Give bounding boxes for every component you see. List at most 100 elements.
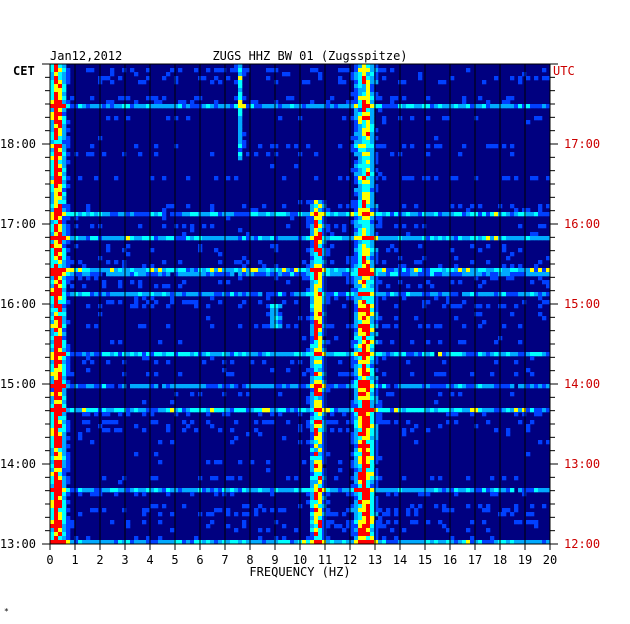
heat-cell bbox=[206, 384, 211, 389]
heat-cell bbox=[270, 492, 275, 497]
heat-cell bbox=[370, 228, 375, 233]
heat-cell bbox=[458, 272, 463, 277]
heat-cell bbox=[62, 184, 67, 189]
heat-cell bbox=[246, 104, 251, 109]
heat-cell bbox=[50, 432, 55, 437]
heat-cell bbox=[126, 252, 131, 257]
heat-cell bbox=[350, 76, 355, 81]
heat-cell bbox=[222, 492, 227, 497]
heat-cell bbox=[370, 292, 375, 297]
heat-cell bbox=[358, 504, 363, 509]
heat-cell bbox=[58, 260, 63, 265]
heat-cell bbox=[314, 320, 319, 325]
heat-cell bbox=[482, 268, 487, 273]
heat-cell bbox=[382, 268, 387, 273]
heat-cell bbox=[354, 236, 359, 241]
heat-cell bbox=[514, 212, 519, 217]
heat-cell bbox=[374, 232, 379, 237]
heat-cell bbox=[186, 540, 191, 545]
heat-cell bbox=[326, 268, 331, 273]
heat-cell bbox=[138, 268, 143, 273]
heat-cell bbox=[142, 304, 147, 309]
heat-cell bbox=[358, 340, 363, 345]
heat-cell bbox=[234, 436, 239, 441]
heat-cell bbox=[362, 196, 367, 201]
heat-cell bbox=[466, 208, 471, 213]
heat-cell bbox=[274, 264, 279, 269]
heat-cell bbox=[310, 212, 315, 217]
heat-cell bbox=[338, 540, 343, 545]
heat-cell bbox=[466, 528, 471, 533]
heat-cell bbox=[170, 440, 175, 445]
heat-cell bbox=[86, 268, 91, 273]
heat-cell bbox=[54, 228, 59, 233]
heat-cell bbox=[190, 408, 195, 413]
heat-cell bbox=[182, 504, 187, 509]
heat-cell bbox=[62, 276, 67, 281]
heat-cell bbox=[370, 104, 375, 109]
heat-cell bbox=[374, 308, 379, 313]
heat-cell bbox=[362, 452, 367, 457]
heat-cell bbox=[322, 484, 327, 489]
heat-cell bbox=[378, 280, 383, 285]
heat-cell bbox=[374, 184, 379, 189]
heat-cell bbox=[50, 344, 55, 349]
heat-cell bbox=[186, 300, 191, 305]
heat-cell bbox=[358, 532, 363, 537]
heat-cell bbox=[454, 408, 459, 413]
heat-cell bbox=[346, 260, 351, 265]
heat-cell bbox=[78, 384, 83, 389]
heat-cell bbox=[310, 392, 315, 397]
heat-cell bbox=[234, 352, 239, 357]
heat-cell bbox=[310, 412, 315, 417]
heat-cell bbox=[62, 464, 67, 469]
heat-cell bbox=[314, 268, 319, 273]
heat-cell bbox=[62, 512, 67, 517]
heat-cell bbox=[314, 496, 319, 501]
heat-cell bbox=[318, 412, 323, 417]
heat-cell bbox=[90, 212, 95, 217]
heat-cell bbox=[382, 488, 387, 493]
heat-cell bbox=[326, 340, 331, 345]
heat-cell bbox=[494, 488, 499, 493]
heat-cell bbox=[182, 232, 187, 237]
heat-cell bbox=[62, 192, 67, 197]
heat-cell bbox=[138, 80, 143, 85]
heat-cell bbox=[358, 472, 363, 477]
heat-cell bbox=[366, 372, 371, 377]
x-tick-label: 17 bbox=[468, 553, 482, 567]
heat-cell bbox=[286, 420, 291, 425]
heat-cell bbox=[154, 284, 159, 289]
heat-cell bbox=[326, 248, 331, 253]
heat-cell bbox=[142, 400, 147, 405]
heat-cell bbox=[478, 292, 483, 297]
heat-cell bbox=[146, 292, 151, 297]
heat-cell bbox=[418, 212, 423, 217]
heat-cell bbox=[318, 368, 323, 373]
heat-cell bbox=[146, 236, 151, 241]
heat-cell bbox=[54, 520, 59, 525]
heat-cell bbox=[354, 412, 359, 417]
heat-cell bbox=[358, 88, 363, 93]
heat-cell bbox=[370, 324, 375, 329]
heat-cell bbox=[254, 268, 259, 273]
heat-cell bbox=[50, 460, 55, 465]
heat-cell bbox=[66, 68, 71, 73]
heat-cell bbox=[426, 116, 431, 121]
heat-cell bbox=[430, 384, 435, 389]
heat-cell bbox=[494, 212, 499, 217]
heat-cell bbox=[58, 312, 63, 317]
heat-cell bbox=[346, 68, 351, 73]
heat-cell bbox=[442, 508, 447, 513]
heat-cell bbox=[250, 488, 255, 493]
heat-cell bbox=[362, 472, 367, 477]
heat-cell bbox=[350, 412, 355, 417]
heat-cell bbox=[366, 192, 371, 197]
heat-cell bbox=[538, 268, 543, 273]
heat-cell bbox=[542, 316, 547, 321]
heat-cell bbox=[54, 316, 59, 321]
heat-cell bbox=[186, 204, 191, 209]
heat-cell bbox=[362, 496, 367, 501]
heat-cell bbox=[322, 284, 327, 289]
heat-cell bbox=[162, 236, 167, 241]
